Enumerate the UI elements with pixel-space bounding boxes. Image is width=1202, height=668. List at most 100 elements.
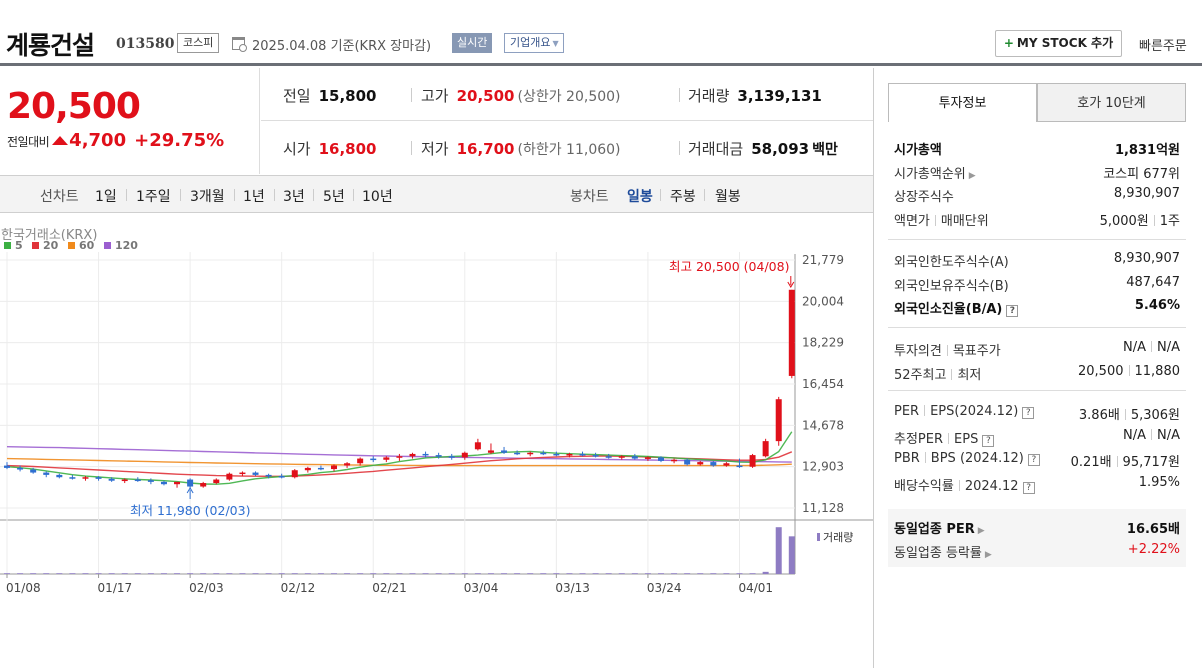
volume-bar bbox=[43, 573, 50, 574]
info-value: N/A N/A bbox=[1123, 340, 1180, 355]
info-row: 시가총액 1,831억원 bbox=[888, 135, 1186, 159]
period-3y[interactable]: 3년 bbox=[283, 189, 305, 205]
realtime-button[interactable]: 실시간 bbox=[452, 33, 493, 53]
info-value: 8,930,907 bbox=[1113, 251, 1180, 266]
open-price: 시가 16,800 bbox=[283, 138, 377, 159]
info-key-text: 시가총액순위 bbox=[894, 166, 966, 182]
candle bbox=[200, 483, 207, 487]
volume-bar bbox=[344, 573, 351, 574]
my-stock-add-button[interactable]: + MY STOCK 추가 bbox=[995, 30, 1122, 57]
info-key-text: 매매단위 bbox=[940, 213, 989, 229]
info-key-text: 52주최고 bbox=[894, 367, 947, 383]
candle bbox=[291, 470, 298, 478]
info-key: 배당수익률 2024.12? bbox=[894, 475, 1035, 494]
volume-bar bbox=[749, 573, 756, 574]
change-label: 전일대비 bbox=[7, 135, 50, 149]
period-1y[interactable]: 1년 bbox=[243, 189, 265, 205]
info-value: 5.46% bbox=[1134, 298, 1180, 313]
info-key: 시가총액 bbox=[894, 143, 942, 158]
upper-limit: (상한가 20,500) bbox=[517, 89, 621, 105]
period-5y[interactable]: 5년 bbox=[323, 189, 345, 205]
x-tick-label: 01/17 bbox=[98, 581, 133, 595]
info-row: PER EPS(2024.12)? 3.86배 5,306원 bbox=[888, 400, 1186, 424]
volume-bar bbox=[514, 573, 521, 574]
info-key-text: PER bbox=[894, 404, 920, 419]
quote-row: 시가 16,800 저가 16,700 (하한가 11,060) 거래대금 58,093… bbox=[261, 121, 873, 174]
caret-down-icon: ▼ bbox=[552, 39, 559, 48]
quick-order-link[interactable]: 빠른주문 bbox=[1139, 39, 1187, 54]
period-3m[interactable]: 3개월 bbox=[190, 189, 225, 205]
chevron-right-icon: ▶ bbox=[984, 549, 992, 560]
candle bbox=[265, 474, 272, 477]
info-value: 8,930,907 bbox=[1113, 186, 1180, 201]
info-row: 액면가 매매단위 5,000원 1주 bbox=[888, 206, 1186, 230]
tab-orderbook[interactable]: 호가 10단계 bbox=[1037, 83, 1186, 122]
info-key: 동일업종 PER ▶ bbox=[894, 518, 985, 537]
quote-label: 저가 bbox=[421, 140, 449, 158]
volume-bar bbox=[174, 573, 181, 574]
volume-bar bbox=[370, 573, 377, 574]
candle-daily[interactable]: 일봉 bbox=[627, 189, 653, 205]
volume-bar bbox=[579, 573, 586, 574]
info-value-text: 5,306원 bbox=[1130, 408, 1180, 423]
volume-bar bbox=[697, 573, 704, 574]
info-key: 시가총액순위 ▶ bbox=[894, 163, 976, 182]
info-key: 외국인보유주식수(B) bbox=[894, 278, 1009, 294]
price-chart[interactable]: 21,779 20,004 18,229 16,454 14,678 12,903 11,1… bbox=[0, 214, 873, 668]
volume-bar bbox=[108, 573, 115, 574]
volume-bar bbox=[527, 573, 534, 574]
help-icon[interactable]: ? bbox=[1027, 454, 1040, 466]
divider bbox=[934, 214, 936, 226]
volume-bar bbox=[736, 573, 743, 574]
info-row[interactable]: 동일업종 PER ▶ 16.65배 bbox=[888, 514, 1186, 538]
info-value-text: 1주 bbox=[1159, 213, 1180, 229]
info-row[interactable]: 시가총액순위 ▶ 코스피 677위 bbox=[888, 159, 1186, 183]
volume-bar bbox=[671, 573, 678, 574]
volume-bar bbox=[409, 573, 416, 574]
tab-invest-info[interactable]: 투자정보 bbox=[888, 83, 1037, 122]
volume-bar bbox=[684, 573, 691, 574]
candle bbox=[213, 479, 220, 484]
help-icon[interactable]: ? bbox=[982, 434, 995, 447]
help-icon[interactable]: ? bbox=[1022, 481, 1035, 494]
divider bbox=[234, 189, 235, 201]
quote-label: 전일 bbox=[283, 87, 311, 105]
candle-monthly[interactable]: 월봉 bbox=[715, 189, 741, 205]
up-arrow-icon bbox=[52, 136, 69, 145]
y-tick-label: 21,779 bbox=[802, 253, 844, 267]
info-key-text: 목표주가 bbox=[952, 344, 1001, 359]
volume-bar bbox=[265, 573, 272, 574]
candle-weekly[interactable]: 주봉 bbox=[670, 189, 696, 205]
help-icon[interactable]: ? bbox=[1022, 407, 1035, 419]
volume-bar bbox=[200, 573, 207, 574]
volume-bar bbox=[605, 573, 612, 574]
volume-bar bbox=[147, 573, 154, 574]
volume-bar bbox=[383, 573, 390, 574]
info-group-valuation: PER EPS(2024.12)? 3.86배 5,306원 추정PER EPS? N/A… bbox=[888, 400, 1186, 494]
info-row[interactable]: 동일업종 등락률 ▶ +2.22% bbox=[888, 538, 1186, 562]
prev-close: 전일 15,800 bbox=[283, 85, 377, 106]
info-key-text: 외국인소진율(B/A) bbox=[894, 302, 1003, 317]
volume-bar bbox=[788, 536, 795, 574]
volume-bar bbox=[134, 573, 141, 574]
lower-limit: (하한가 11,060) bbox=[517, 142, 621, 158]
info-key: 동일업종 등락률 ▶ bbox=[894, 542, 992, 561]
high-annotation: 최고 20,500 (04/08) bbox=[669, 259, 789, 274]
info-value: 487,647 bbox=[1126, 274, 1180, 290]
company-overview-dropdown[interactable]: 기업개요 ▼ bbox=[504, 33, 564, 53]
x-tick-label: 03/24 bbox=[647, 581, 682, 595]
period-1d[interactable]: 1일 bbox=[95, 189, 117, 205]
candle bbox=[278, 476, 285, 478]
candle bbox=[95, 477, 102, 479]
candle bbox=[644, 457, 651, 459]
candle bbox=[435, 455, 442, 457]
volume-bar bbox=[121, 573, 128, 574]
volume-bar bbox=[30, 573, 37, 574]
divider bbox=[888, 239, 1186, 240]
low-price: 저가 16,700 (하한가 11,060) bbox=[421, 138, 621, 159]
period-10y[interactable]: 10년 bbox=[362, 189, 393, 205]
period-1w[interactable]: 1주일 bbox=[136, 189, 171, 205]
info-group-foreign: 외국인한도주식수(A) 8,930,907 외국인보유주식수(B) 487,647 … bbox=[888, 247, 1186, 318]
candle bbox=[461, 452, 468, 458]
help-icon[interactable]: ? bbox=[1006, 305, 1019, 317]
